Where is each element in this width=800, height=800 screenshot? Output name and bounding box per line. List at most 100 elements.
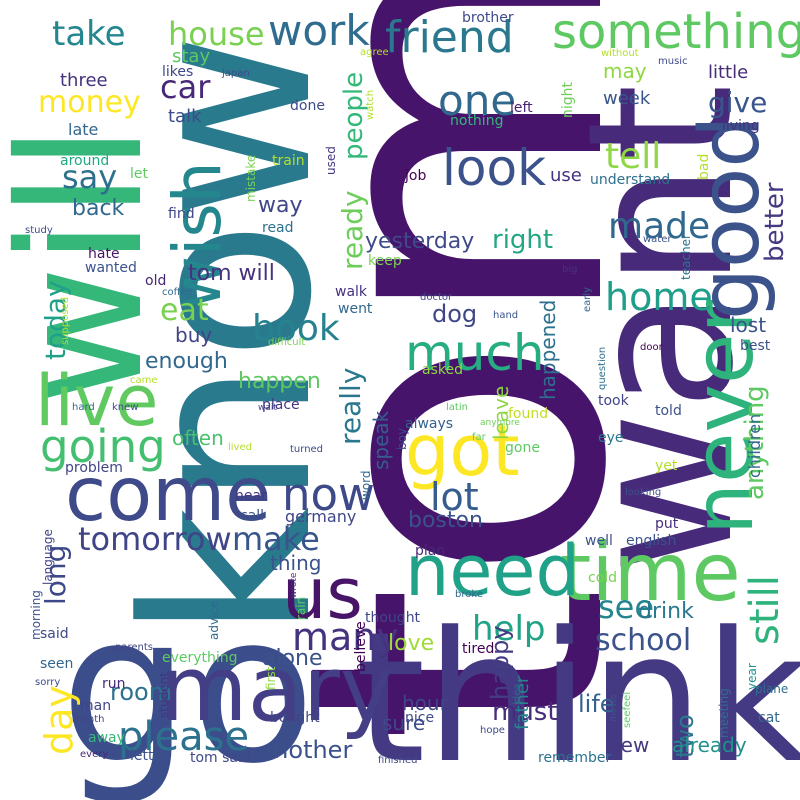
word-let: let: [130, 166, 149, 182]
word-life: life: [578, 690, 615, 718]
word-movie: movie: [609, 694, 619, 722]
word-see: see: [598, 588, 654, 626]
word-wrote: wrote: [289, 572, 299, 598]
word-tired: tired: [462, 641, 494, 657]
word-much: much: [405, 324, 545, 382]
word-cold: cold: [588, 570, 617, 586]
word-japan: japan: [221, 68, 250, 79]
word-many: many: [292, 615, 399, 659]
word-thought: thought: [365, 610, 421, 626]
word-thing: thing: [270, 551, 321, 575]
word-read: read: [262, 220, 294, 236]
word-bought: bought: [270, 710, 320, 726]
word-time: time: [560, 526, 741, 619]
word-hear: hear: [235, 488, 267, 504]
word-must: must: [492, 697, 558, 727]
word-right: right: [492, 225, 553, 255]
word-boston: boston: [408, 508, 483, 533]
word-wait: wait: [258, 403, 277, 413]
word-happy: happy: [486, 625, 514, 700]
word-best: best: [740, 338, 771, 354]
word-still: still: [742, 575, 788, 645]
word-english: english: [626, 533, 676, 549]
word-took: took: [598, 393, 630, 409]
word-living: living: [722, 118, 760, 134]
word-put: put: [655, 516, 679, 532]
word-us: us: [282, 553, 363, 635]
word-mistake: mistake: [244, 155, 258, 202]
word-today: today: [39, 280, 72, 360]
word-keep: keep: [368, 253, 402, 269]
word-job: job: [404, 168, 426, 184]
word-late: late: [68, 120, 98, 139]
word-eye: eye: [598, 430, 624, 446]
word-house: house: [168, 15, 265, 53]
word-supposed: supposed: [60, 297, 71, 345]
word-anything: anything: [740, 385, 770, 500]
word-buy: buy: [175, 323, 212, 347]
word-car: car: [160, 68, 211, 106]
word-money: money: [38, 85, 141, 120]
word-always: always: [405, 416, 453, 432]
word-big: big: [562, 264, 577, 275]
word-eat: eat: [160, 293, 209, 328]
word-room: room: [110, 678, 172, 706]
word-tom-will: tom will: [188, 261, 275, 286]
word-hate: hate: [88, 246, 120, 262]
word-now: now: [282, 468, 375, 521]
word-broke: broke: [455, 589, 483, 600]
word-sure: sure: [382, 711, 425, 735]
word-letter: letter: [130, 748, 168, 764]
word-everything: everything: [162, 650, 238, 666]
word-coffee: coffee: [162, 287, 193, 298]
word-school: school: [595, 623, 691, 658]
word-little: little: [708, 62, 748, 83]
word-may: may: [603, 59, 647, 83]
word-want: want: [545, 84, 778, 575]
word-wish: wish: [159, 161, 236, 310]
word-looking: looking: [625, 487, 661, 498]
word-night: night: [560, 81, 576, 118]
word-said: said: [40, 626, 69, 642]
word-plane: plane: [755, 682, 788, 696]
word-happened: happened: [536, 300, 560, 400]
word-need: need: [405, 530, 580, 612]
word-drink: drink: [638, 599, 694, 624]
word-cat: cat: [758, 710, 780, 726]
word-year: year: [745, 663, 759, 690]
word-find: find: [168, 206, 195, 222]
word-call: call: [240, 508, 264, 524]
word-found: found: [508, 406, 548, 422]
word-often: often: [172, 426, 224, 450]
word-way: way: [258, 193, 303, 218]
word-used: used: [324, 146, 338, 175]
word-away: away: [88, 730, 125, 746]
word-wanted: wanted: [85, 260, 137, 276]
word-got: got: [405, 410, 520, 492]
word-run: run: [102, 676, 126, 692]
word-tomorrow: tomorrow: [78, 520, 232, 558]
word-friend: friend: [385, 12, 514, 63]
word-yesterday: yesterday: [365, 229, 474, 254]
word-hand: hand: [493, 310, 518, 321]
word-already: already: [672, 733, 747, 757]
word-leave: leave: [489, 386, 513, 440]
word-please: please: [118, 714, 249, 760]
word-gone: gone: [505, 440, 540, 456]
word-month: month: [72, 714, 104, 725]
word-better: better: [760, 182, 790, 262]
word-man: man: [80, 698, 111, 714]
word-well: well: [585, 533, 613, 549]
word-will: will: [0, 124, 181, 405]
word-idea: idea: [512, 684, 523, 705]
word-morning: morning: [29, 590, 43, 640]
word-knew: knew: [112, 402, 138, 413]
word-talk: talk: [168, 106, 202, 127]
word-good: good: [683, 116, 778, 320]
word-went: went: [338, 301, 373, 317]
word-use: use: [550, 165, 582, 186]
word-place: place: [262, 397, 300, 413]
word-tom-said: tom said: [190, 750, 251, 766]
word-around: around: [60, 153, 109, 169]
